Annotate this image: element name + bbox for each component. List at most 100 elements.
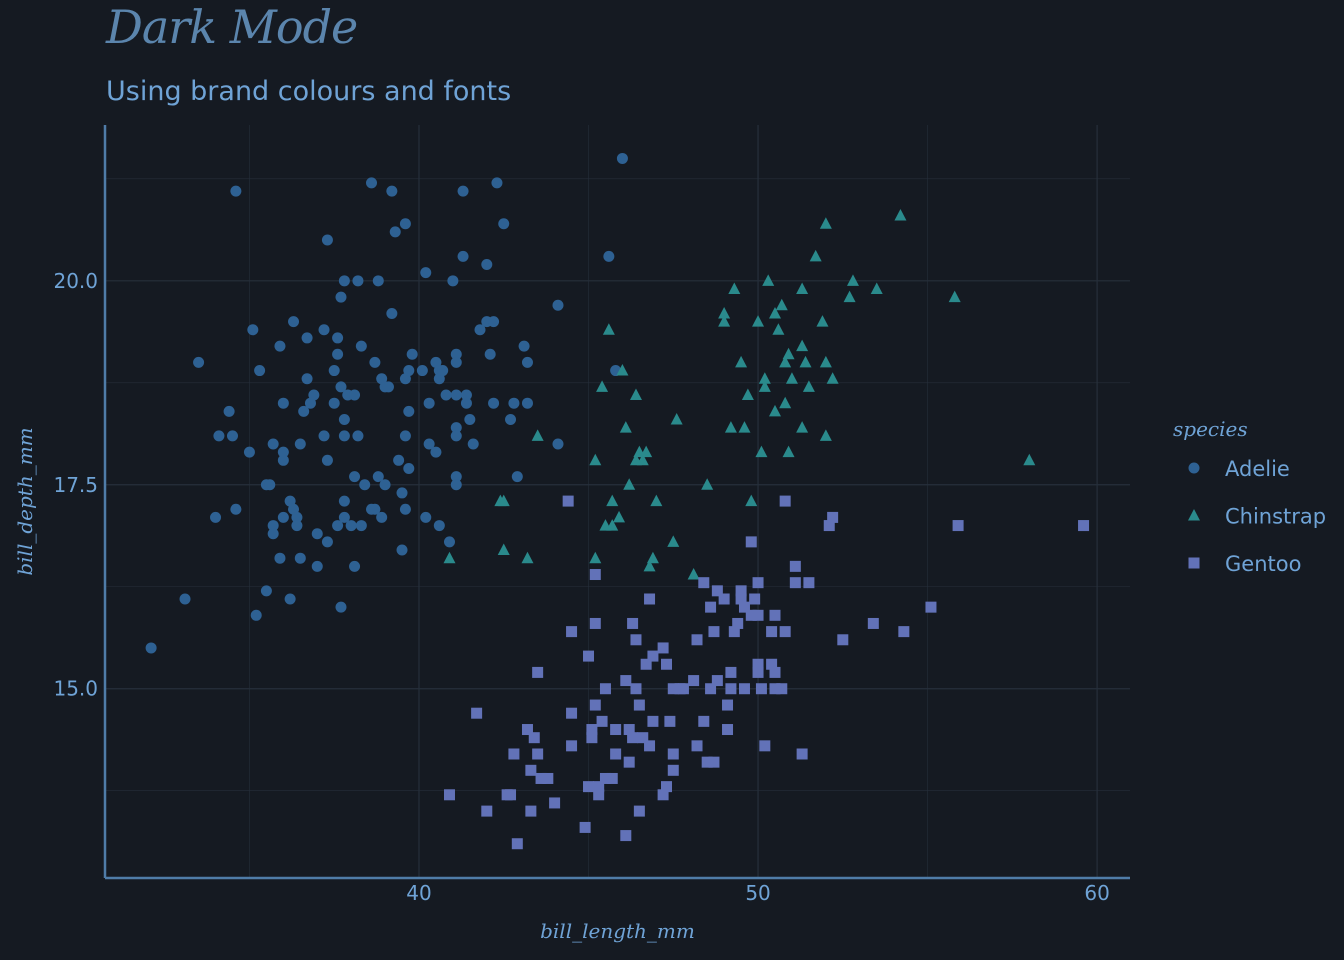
point-adelie — [603, 250, 615, 262]
point-adelie — [403, 462, 415, 474]
point-adelie — [460, 389, 472, 401]
point-gentoo — [803, 577, 815, 589]
point-gentoo — [766, 626, 778, 638]
point-adelie — [505, 414, 517, 426]
legend-label-gentoo: Gentoo — [1225, 552, 1301, 576]
x-tick-label: 40 — [406, 881, 431, 905]
point-adelie — [403, 405, 415, 417]
point-chinstrap — [758, 380, 771, 392]
point-chinstrap — [497, 494, 510, 507]
point-adelie — [382, 381, 394, 393]
point-chinstrap — [843, 290, 856, 303]
point-chinstrap — [768, 404, 781, 417]
point-gentoo — [640, 658, 652, 670]
point-gentoo — [566, 740, 578, 752]
point-adelie — [423, 397, 435, 409]
point-chinstrap — [623, 478, 636, 490]
point-adelie — [521, 397, 533, 409]
point-gentoo — [688, 675, 700, 687]
point-gentoo — [776, 683, 788, 695]
point-adelie — [250, 609, 262, 621]
point-adelie — [332, 348, 344, 360]
point-adelie — [393, 454, 405, 466]
point-chinstrap — [779, 355, 792, 368]
point-adelie — [447, 275, 459, 287]
point-gentoo — [766, 658, 778, 670]
point-adelie — [349, 389, 361, 401]
point-adelie — [450, 348, 462, 360]
point-adelie — [396, 544, 408, 556]
point-adelie — [416, 365, 428, 377]
point-gentoo — [769, 609, 781, 621]
point-adelie — [450, 430, 462, 442]
point-adelie — [521, 356, 533, 368]
point-adelie — [552, 438, 564, 450]
point-adelie — [420, 267, 432, 279]
point-adelie — [403, 365, 415, 377]
point-gentoo — [691, 634, 703, 646]
point-adelie — [369, 503, 381, 515]
point-adelie — [552, 299, 564, 311]
point-gentoo — [610, 724, 622, 736]
point-adelie — [440, 389, 452, 401]
point-chinstrap — [1023, 453, 1036, 466]
point-gentoo — [633, 805, 645, 817]
point-gentoo — [508, 748, 520, 760]
legend: species Adelie Chinstrap Gentoo — [1173, 417, 1326, 576]
point-gentoo — [837, 634, 849, 646]
point-gentoo — [579, 821, 591, 833]
point-adelie — [291, 520, 303, 532]
point-gentoo — [698, 577, 710, 589]
point-gentoo — [759, 740, 771, 752]
point-chinstrap — [948, 290, 961, 303]
point-gentoo — [481, 805, 493, 817]
point-adelie — [399, 503, 411, 515]
point-gentoo — [677, 683, 689, 695]
point-adelie — [332, 520, 344, 532]
point-adelie — [399, 218, 411, 230]
point-gentoo — [691, 740, 703, 752]
point-gentoo — [752, 666, 764, 678]
point-gentoo — [532, 748, 544, 760]
point-adelie — [352, 275, 364, 287]
point-gentoo — [823, 520, 835, 532]
point-chinstrap — [819, 217, 832, 229]
point-gentoo — [664, 715, 676, 727]
point-adelie — [450, 471, 462, 483]
point-adelie — [372, 471, 384, 483]
point-gentoo — [647, 650, 659, 662]
point-chinstrap — [606, 494, 619, 507]
point-chinstrap — [745, 494, 758, 507]
point-gentoo — [735, 593, 747, 605]
point-gentoo — [589, 569, 601, 581]
point-gentoo — [610, 748, 622, 760]
point-gentoo — [586, 732, 598, 744]
point-adelie — [243, 446, 255, 458]
point-adelie — [308, 389, 320, 401]
point-adelie — [423, 438, 435, 450]
point-adelie — [301, 332, 313, 344]
point-gentoo — [583, 650, 595, 662]
point-gentoo — [630, 634, 642, 646]
point-chinstrap — [775, 298, 788, 311]
point-gentoo — [583, 781, 595, 793]
point-adelie — [420, 511, 432, 523]
point-adelie — [274, 340, 286, 352]
point-chinstrap — [636, 453, 649, 466]
x-axis-label: bill_length_mm — [540, 919, 695, 943]
point-gentoo — [443, 789, 455, 801]
point-chinstrap — [497, 543, 510, 556]
axes: 40 50 60 15.0 17.5 20.0 bill_length_mm bill_dep… — [13, 125, 1130, 943]
point-gentoo — [660, 781, 672, 793]
point-chinstrap — [799, 355, 812, 368]
point-adelie — [488, 316, 500, 328]
point-adelie — [372, 275, 384, 287]
point-gentoo — [796, 748, 808, 760]
point-adelie — [467, 438, 479, 450]
point-adelie — [335, 381, 347, 393]
point-adelie — [464, 414, 476, 426]
point-adelie — [338, 275, 350, 287]
data-points — [145, 152, 1090, 850]
point-adelie — [338, 495, 350, 507]
point-gentoo — [647, 715, 659, 727]
